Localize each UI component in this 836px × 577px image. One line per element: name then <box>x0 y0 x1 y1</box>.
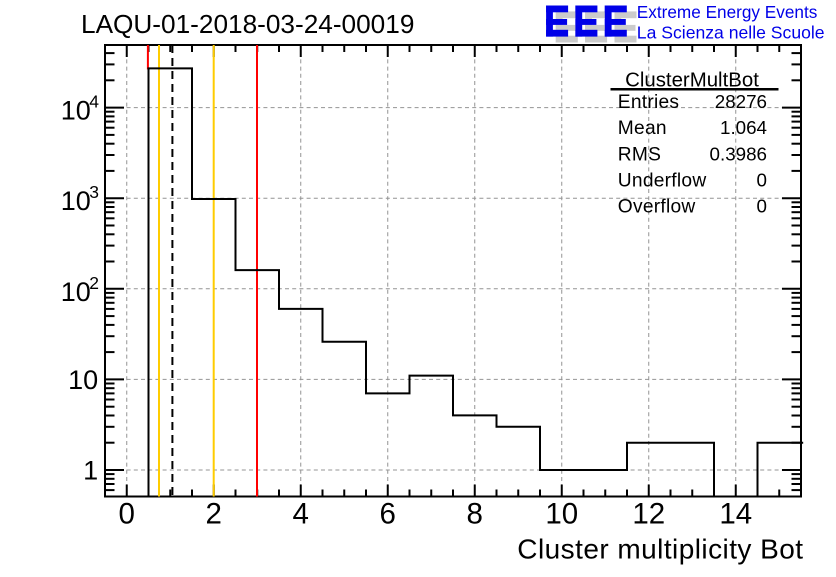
svg-text:0: 0 <box>757 195 767 216</box>
svg-text:4: 4 <box>293 498 309 531</box>
svg-text:Entries: Entries <box>618 92 679 113</box>
svg-text:1: 1 <box>83 455 98 485</box>
svg-text:12: 12 <box>632 498 665 531</box>
svg-text:4: 4 <box>89 92 99 112</box>
svg-text:Extreme Energy Events: Extreme Energy Events <box>637 2 818 22</box>
svg-text:10: 10 <box>61 96 91 126</box>
svg-text:1.064: 1.064 <box>720 117 767 138</box>
svg-text:3: 3 <box>89 182 99 202</box>
svg-text:Mean: Mean <box>618 118 667 139</box>
svg-text:LAQU-01-2018-03-24-00019: LAQU-01-2018-03-24-00019 <box>81 9 414 39</box>
svg-text:0: 0 <box>119 498 135 531</box>
svg-text:Overflow: Overflow <box>618 196 696 217</box>
svg-text:2: 2 <box>206 498 222 531</box>
svg-text:10: 10 <box>545 498 578 531</box>
svg-text:Cluster multiplicity Bot: Cluster multiplicity Bot <box>517 534 803 565</box>
svg-text:0.3986: 0.3986 <box>710 143 767 164</box>
svg-text:10: 10 <box>61 277 91 307</box>
svg-text:10: 10 <box>61 186 91 216</box>
svg-text:RMS: RMS <box>618 144 661 165</box>
svg-text:10: 10 <box>68 365 98 395</box>
svg-text:6: 6 <box>380 498 396 531</box>
svg-text:Underflow: Underflow <box>618 170 707 191</box>
svg-text:ClusterMultBot: ClusterMultBot <box>625 70 759 92</box>
svg-text:8: 8 <box>467 498 483 531</box>
svg-text:La Scienza nelle Scuole: La Scienza nelle Scuole <box>637 23 825 43</box>
svg-text:14: 14 <box>719 498 752 531</box>
svg-text:2: 2 <box>89 273 99 293</box>
svg-text:0: 0 <box>757 169 767 190</box>
svg-text:28276: 28276 <box>715 91 767 112</box>
